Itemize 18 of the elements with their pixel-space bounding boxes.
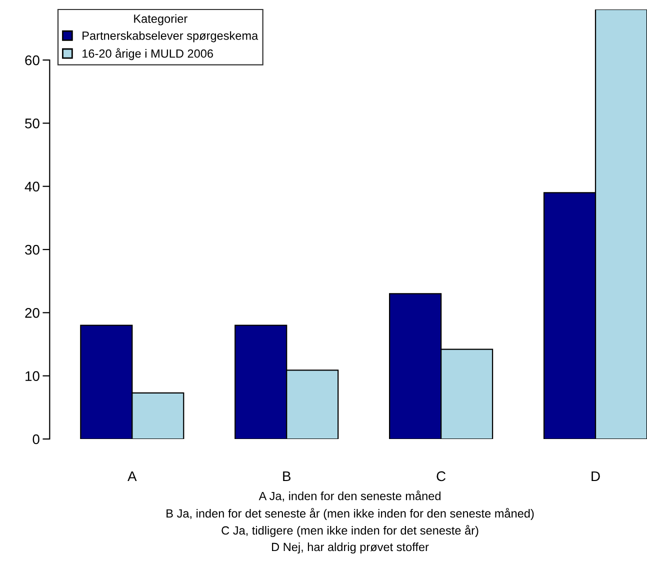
y-tick-label: 20 (25, 308, 40, 318)
text: D Nej, har aldrig prøvet stoffer (272, 542, 429, 554)
legend-label: Partnerskabselever spørgeskema (82, 31, 258, 42)
legend-title: Kategorier (134, 14, 188, 26)
x-tick-label: D (592, 471, 600, 482)
y-tick-label: 40 (24, 182, 40, 192)
y-tick-label: 30 (25, 244, 40, 255)
text: B Ja, inden for det seneste år (men ikke inden for den seneste måned) (166, 508, 534, 520)
y-tick-label: 0 (32, 434, 40, 444)
legend-label: 16-20 årige i MULD 2006 (82, 48, 213, 60)
y-tick-label: 10 (26, 371, 40, 382)
x-tick-label: A (128, 471, 137, 482)
text: C Ja, tidligere (men ikke inden for det seneste år) (222, 525, 478, 537)
text: A Ja, inden for den seneste måned (258, 490, 440, 502)
y-tick-label: 60 (25, 55, 40, 66)
y-tick-label: 50 (25, 118, 40, 128)
x-tick-label: B (283, 471, 290, 482)
x-tick-label: C (436, 471, 446, 482)
